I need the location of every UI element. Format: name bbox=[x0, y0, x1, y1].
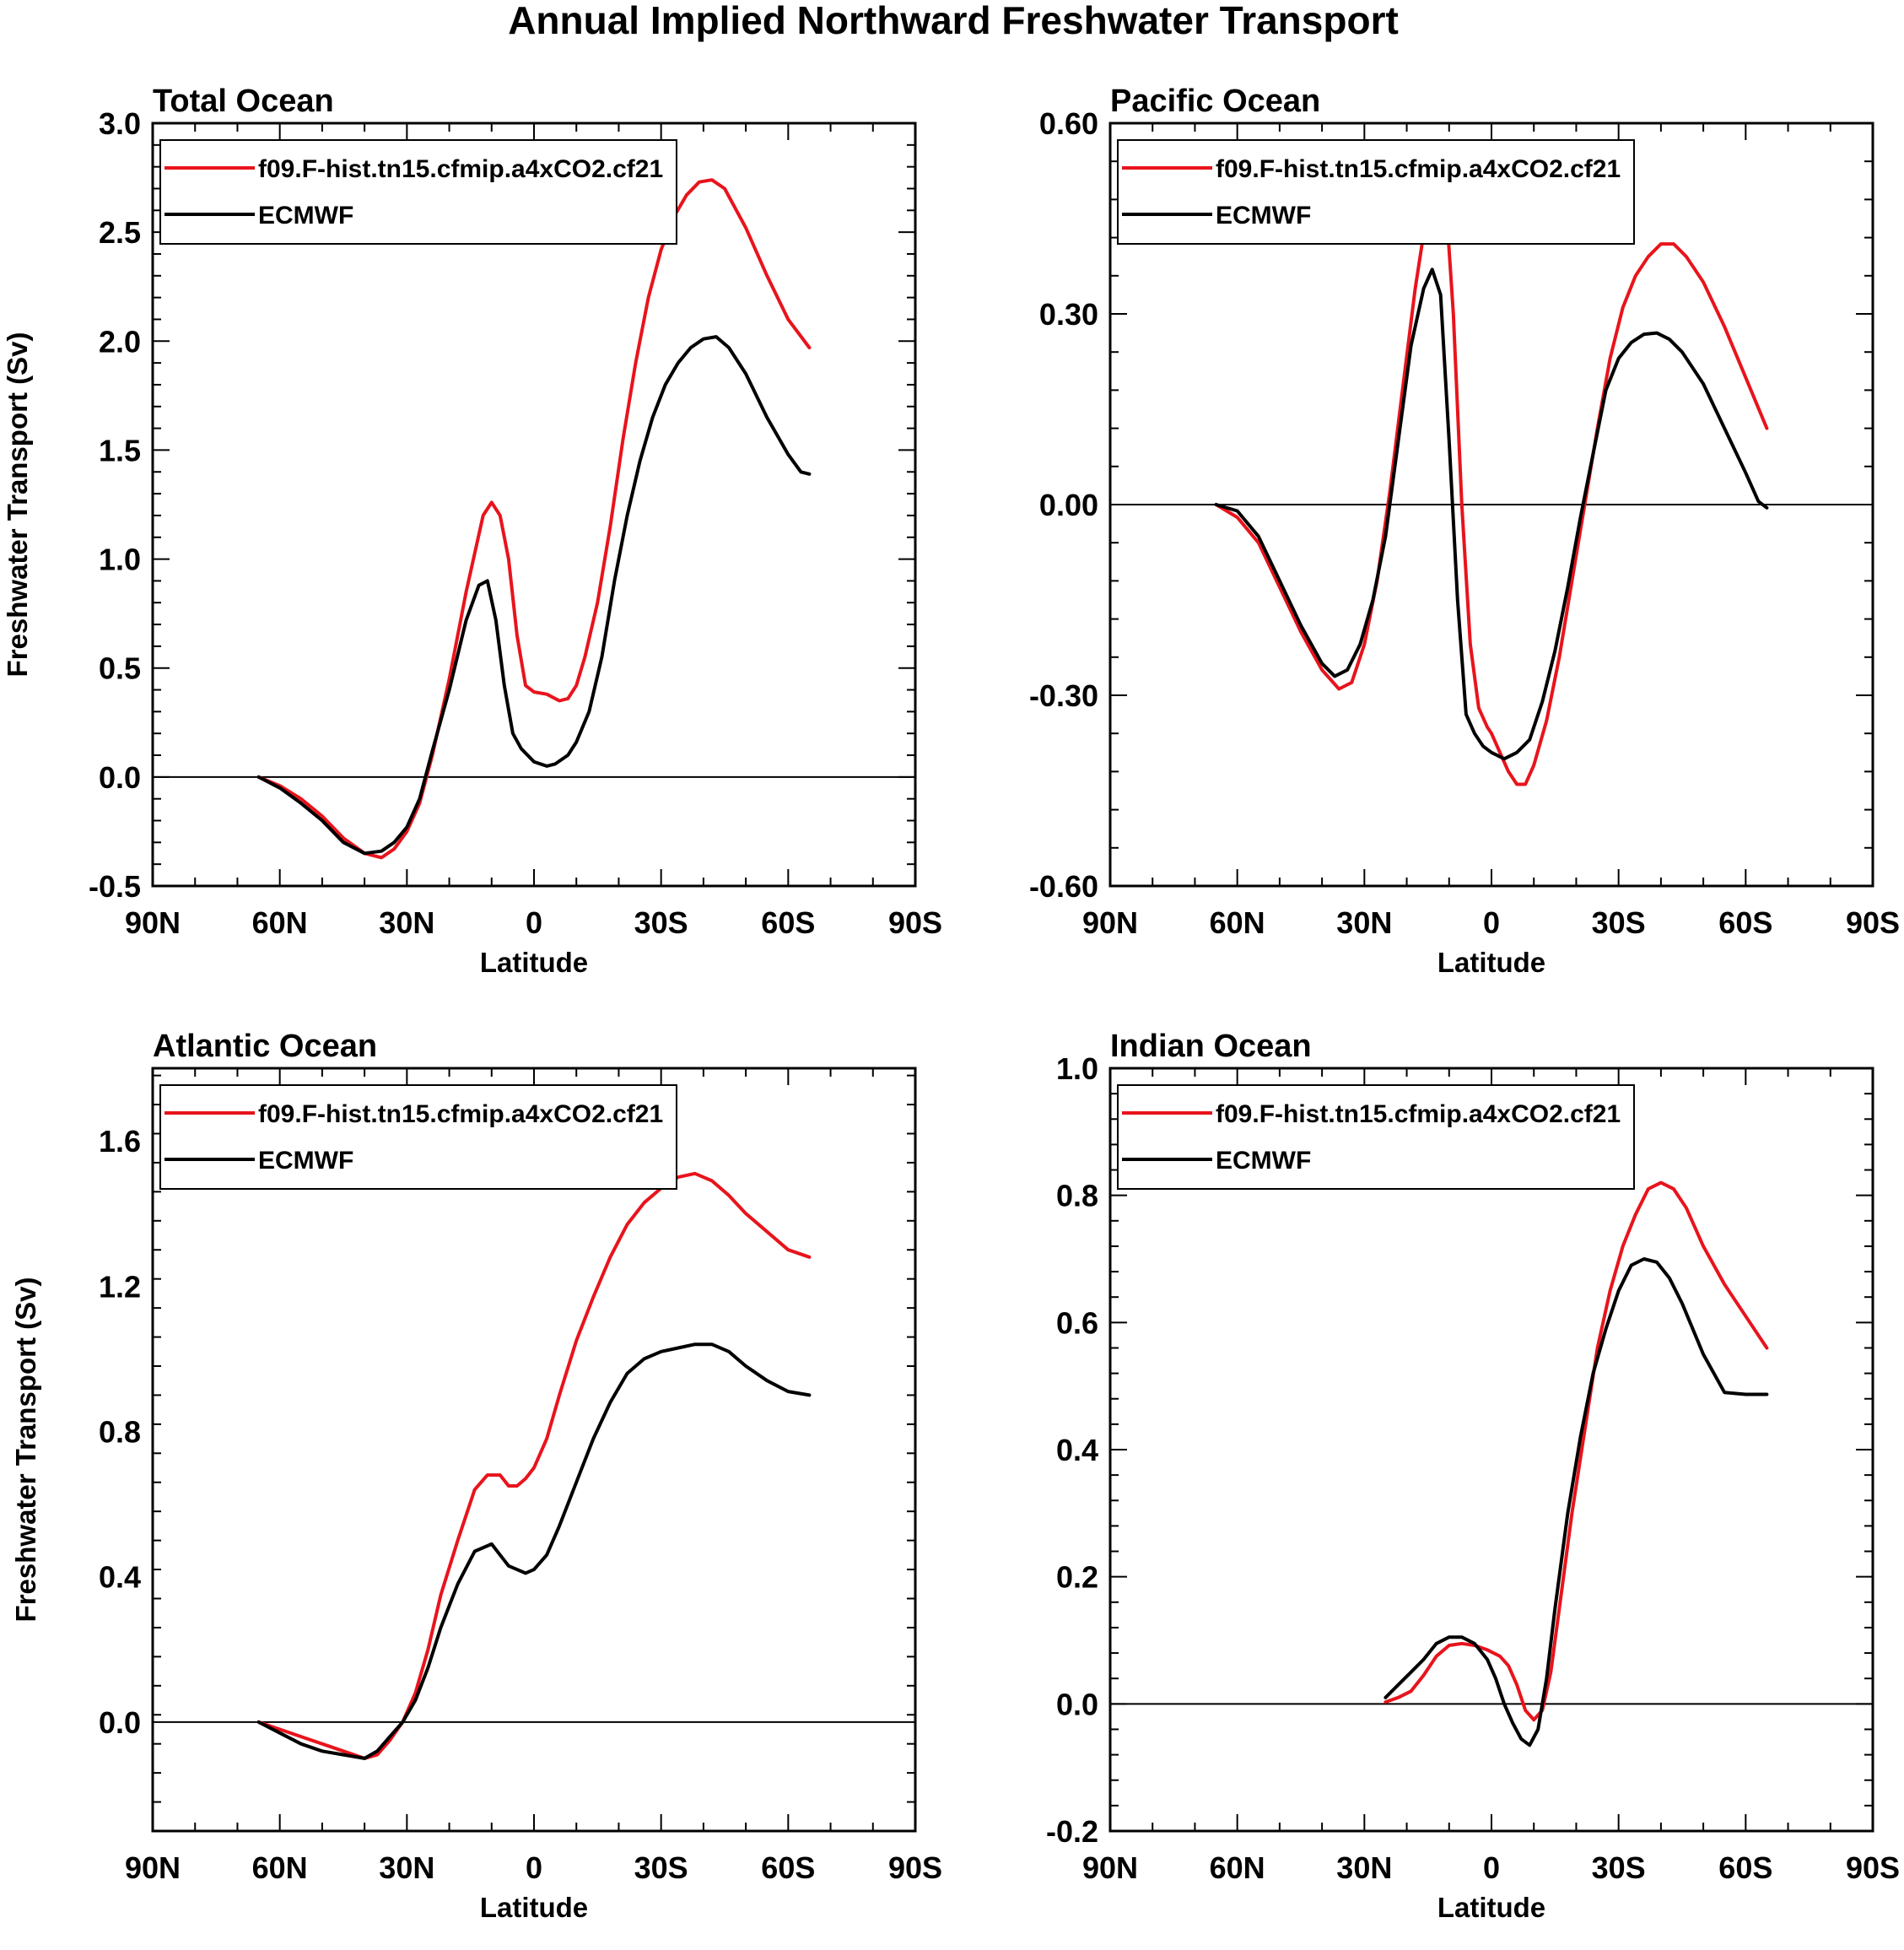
x-tick-label: 90S bbox=[1846, 1850, 1900, 1885]
legend-label: f09.F-hist.tn15.cfmip.a4xCO2.cf21 bbox=[258, 155, 663, 183]
y-tick-label: -0.2 bbox=[1046, 1814, 1098, 1849]
plot-frame bbox=[1108, 1067, 1874, 1833]
x-tick-label: 60N bbox=[252, 905, 308, 940]
y-tick-label: 1.0 bbox=[1056, 1051, 1098, 1086]
y-tick-label: 0.0 bbox=[99, 760, 141, 795]
chart-panel-3: Atlantic Ocean 90N 60N 30N 0 30S 60S 90S 0.0 0.4 0… bbox=[10, 1029, 942, 1923]
x-tick-label: 0 bbox=[1483, 905, 1500, 940]
series-line-model bbox=[1384, 1180, 1769, 1722]
x-axis-label: Latitude bbox=[480, 947, 588, 978]
figure-title: Annual Implied Northward Freshwater Tran… bbox=[508, 0, 1399, 42]
x-tick-label: 90S bbox=[1846, 905, 1900, 940]
panel-title: Total Ocean bbox=[153, 84, 334, 119]
y-tick-label: 0.0 bbox=[99, 1705, 141, 1740]
series-line-ecmwf bbox=[256, 1342, 812, 1760]
legend-label: f09.F-hist.tn15.cfmip.a4xCO2.cf21 bbox=[1216, 1100, 1621, 1128]
y-tick-label: 0.6 bbox=[1056, 1305, 1098, 1340]
chart-panel-2: Pacific Ocean 90N 60N 30N 0 30S 60S 90S -0.60 -0.… bbox=[1029, 84, 1900, 978]
x-tick-label: 0 bbox=[1483, 1850, 1500, 1885]
x-tick-label: 60N bbox=[1210, 1850, 1265, 1885]
series-line-ecmwf bbox=[256, 335, 812, 856]
x-axis-label: Latitude bbox=[1437, 1892, 1545, 1923]
y-tick-label: -0.60 bbox=[1029, 869, 1098, 904]
legend-label: ECMWF bbox=[258, 202, 353, 230]
plot-frame bbox=[151, 122, 917, 888]
x-tick-label: 30N bbox=[1336, 905, 1392, 940]
x-tick-label: 90S bbox=[888, 905, 942, 940]
series-line-ecmwf bbox=[1214, 267, 1769, 761]
legend-box bbox=[159, 1084, 677, 1190]
y-tick-label: 0.8 bbox=[99, 1414, 141, 1449]
legend: f09.F-hist.tn15.cfmip.a4xCO2.cf21 ECMWF bbox=[159, 139, 677, 245]
legend-label: ECMWF bbox=[1216, 202, 1311, 230]
y-tick-label: 0.30 bbox=[1039, 297, 1098, 332]
y-tick-label: 1.2 bbox=[99, 1269, 141, 1304]
x-tick-label: 30N bbox=[379, 1850, 434, 1885]
x-tick-label: 60S bbox=[1718, 1850, 1772, 1885]
legend-box bbox=[1117, 1084, 1635, 1190]
panel-title: Pacific Ocean bbox=[1110, 84, 1320, 119]
x-tick-label: 90N bbox=[125, 905, 181, 940]
x-tick-label: 0 bbox=[526, 1850, 542, 1885]
legend-box bbox=[159, 139, 677, 245]
x-tick-label: 60S bbox=[1718, 905, 1772, 940]
y-tick-label: 1.0 bbox=[99, 543, 141, 577]
x-tick-label: 30N bbox=[1336, 1850, 1392, 1885]
x-tick-label: 90N bbox=[125, 1850, 181, 1885]
x-axis-label: Latitude bbox=[1437, 947, 1545, 978]
x-tick-label: 0 bbox=[526, 905, 542, 940]
x-axis-label: Latitude bbox=[480, 1892, 588, 1923]
plot-frame bbox=[1108, 122, 1874, 888]
series-line-model bbox=[256, 1171, 812, 1760]
series-line-model bbox=[256, 178, 812, 860]
legend: f09.F-hist.tn15.cfmip.a4xCO2.cf21 ECMWF bbox=[1117, 1084, 1635, 1190]
x-tick-label: 30S bbox=[1592, 1850, 1646, 1885]
panel-title: Indian Ocean bbox=[1110, 1029, 1312, 1064]
x-tick-label: 90N bbox=[1082, 1850, 1138, 1885]
y-axis-label: Freshwater Transport (Sv) bbox=[2, 332, 33, 678]
y-tick-label: -0.5 bbox=[89, 869, 141, 904]
y-tick-label: 3.0 bbox=[99, 106, 141, 141]
y-tick-label: 2.5 bbox=[99, 215, 141, 250]
legend-label: f09.F-hist.tn15.cfmip.a4xCO2.cf21 bbox=[1216, 155, 1621, 183]
plot-frame bbox=[151, 1067, 917, 1833]
chart-panel-1: Total Ocean 90N 60N 30N 0 30S 60S 90S -0.5 0.0 0.5… bbox=[2, 84, 942, 978]
y-tick-label: 0.00 bbox=[1039, 488, 1098, 522]
x-tick-label: 90N bbox=[1082, 905, 1138, 940]
legend: f09.F-hist.tn15.cfmip.a4xCO2.cf21 ECMWF bbox=[1117, 139, 1635, 245]
y-tick-label: 0.2 bbox=[1056, 1560, 1098, 1595]
y-tick-label: 0.4 bbox=[1056, 1433, 1098, 1467]
panel-title: Atlantic Ocean bbox=[153, 1029, 377, 1064]
y-tick-label: 1.6 bbox=[99, 1124, 141, 1159]
legend-label: ECMWF bbox=[258, 1147, 353, 1175]
legend: f09.F-hist.tn15.cfmip.a4xCO2.cf21 ECMWF bbox=[159, 1084, 677, 1190]
series-line-ecmwf bbox=[1384, 1257, 1769, 1747]
x-tick-label: 30S bbox=[1592, 905, 1646, 940]
series-line-model bbox=[1214, 172, 1769, 786]
y-tick-label: 0.8 bbox=[1056, 1179, 1098, 1213]
y-tick-label: 0.5 bbox=[99, 651, 141, 686]
y-tick-label: 2.0 bbox=[99, 324, 141, 359]
y-tick-label: 0.60 bbox=[1039, 106, 1098, 141]
y-axis-label: Freshwater Transport (Sv) bbox=[10, 1277, 41, 1623]
chart-panel-4: Indian Ocean 90N 60N 30N 0 30S 60S 90S -0.2 0.0 0.… bbox=[1046, 1029, 1900, 1923]
x-tick-label: 60N bbox=[1210, 905, 1265, 940]
y-tick-label: 0.0 bbox=[1056, 1687, 1098, 1721]
x-tick-label: 90S bbox=[888, 1850, 942, 1885]
x-tick-label: 60N bbox=[252, 1850, 308, 1885]
x-tick-label: 30S bbox=[634, 905, 688, 940]
y-tick-label: -0.30 bbox=[1029, 678, 1098, 713]
y-axis-ticks bbox=[153, 1074, 915, 1832]
legend-label: f09.F-hist.tn15.cfmip.a4xCO2.cf21 bbox=[258, 1100, 663, 1128]
x-tick-label: 60S bbox=[761, 905, 815, 940]
y-tick-label: 0.4 bbox=[99, 1560, 141, 1595]
legend-box bbox=[1117, 139, 1635, 245]
x-tick-label: 30N bbox=[379, 905, 434, 940]
y-tick-label: 1.5 bbox=[99, 433, 141, 467]
x-tick-label: 60S bbox=[761, 1850, 815, 1885]
legend-label: ECMWF bbox=[1216, 1147, 1311, 1175]
x-tick-label: 30S bbox=[634, 1850, 688, 1885]
